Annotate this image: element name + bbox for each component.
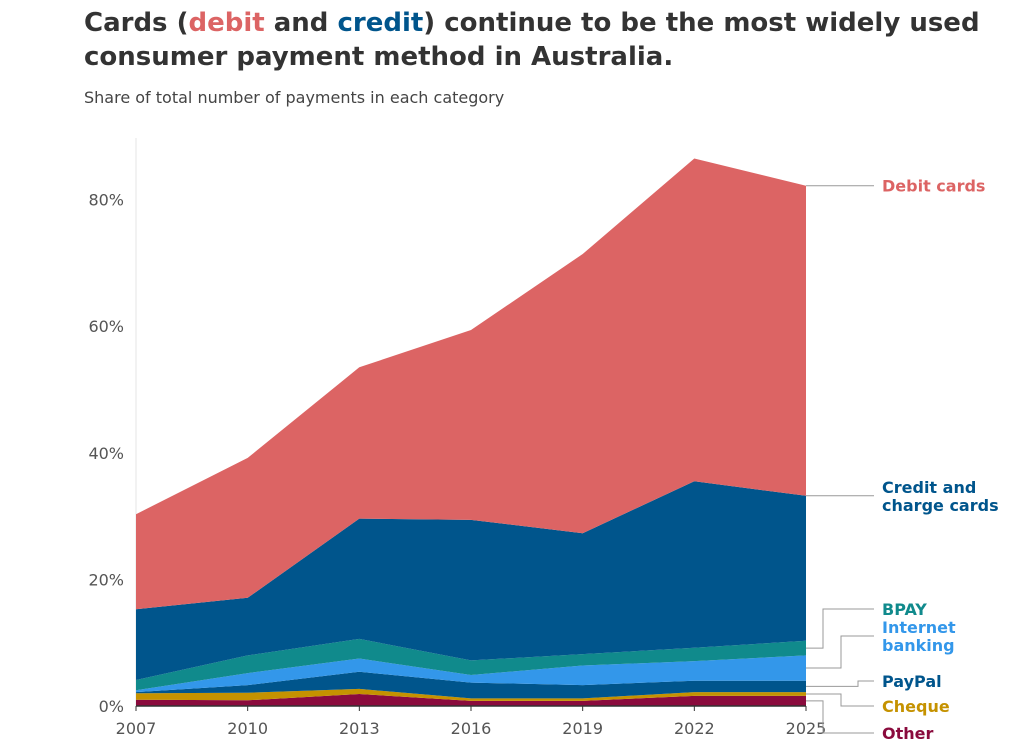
- title-text: ) continue to be the most widely used co…: [84, 8, 980, 72]
- series-area-paypal: [136, 671, 806, 699]
- series-label-line: Credit and: [882, 478, 976, 497]
- y-tick-label: 80%: [88, 191, 124, 210]
- series-label-line: PayPal: [882, 672, 942, 691]
- x-tick-label: 2022: [674, 719, 715, 738]
- series-area-credit: [136, 481, 806, 680]
- y-tick-label: 40%: [88, 444, 124, 463]
- series-area-bpay: [136, 638, 806, 691]
- title-credit-word: credit: [337, 8, 424, 38]
- leader-line-paypal: [806, 680, 874, 687]
- leader-line-bpay: [806, 608, 874, 649]
- series-label-line: BPAY: [882, 600, 927, 619]
- y-tick-label: 0%: [99, 697, 124, 716]
- series-label-line: Other: [882, 724, 933, 743]
- leader-line-internet: [806, 635, 874, 669]
- series-label-line: Cheque: [882, 697, 950, 716]
- x-tick-label: 2010: [227, 719, 268, 738]
- series-label-credit: Credit and charge cards: [882, 478, 999, 515]
- x-tick-label: 2013: [339, 719, 380, 738]
- x-tick-label: 2016: [451, 719, 492, 738]
- chart-subtitle: Share of total number of payments in eac…: [84, 88, 505, 107]
- series-area-other: [136, 694, 806, 706]
- x-tick-label: 2007: [116, 719, 157, 738]
- x-tick-label: 2025: [786, 719, 827, 738]
- series-area-debit: [136, 158, 806, 610]
- series-label-paypal: PayPal: [882, 672, 942, 691]
- series-area-internet: [136, 655, 806, 693]
- chart-title: Cards (debit and credit) continue to be …: [84, 6, 1004, 74]
- leader-line-cheque: [806, 693, 874, 707]
- series-label-bpay: BPAY: [882, 600, 927, 619]
- series-label-internet: Internet banking: [882, 618, 956, 655]
- title-debit-word: debit: [188, 8, 265, 38]
- y-tick-label: 60%: [88, 317, 124, 336]
- series-label-other: Other: [882, 724, 933, 743]
- series-label-line: Debit cards: [882, 177, 985, 196]
- x-tick-label: 2019: [562, 719, 603, 738]
- series-label-line: Internet: [882, 618, 956, 637]
- series-label-line: charge cards: [882, 496, 999, 515]
- series-label-line: banking: [882, 636, 955, 655]
- series-label-debit: Debit cards: [882, 177, 985, 196]
- series-label-cheque: Cheque: [882, 697, 950, 716]
- series-area-cheque: [136, 688, 806, 701]
- y-tick-label: 20%: [88, 570, 124, 589]
- title-text: and: [264, 8, 338, 38]
- leader-line-other: [806, 700, 874, 734]
- title-text: Cards (: [84, 8, 189, 38]
